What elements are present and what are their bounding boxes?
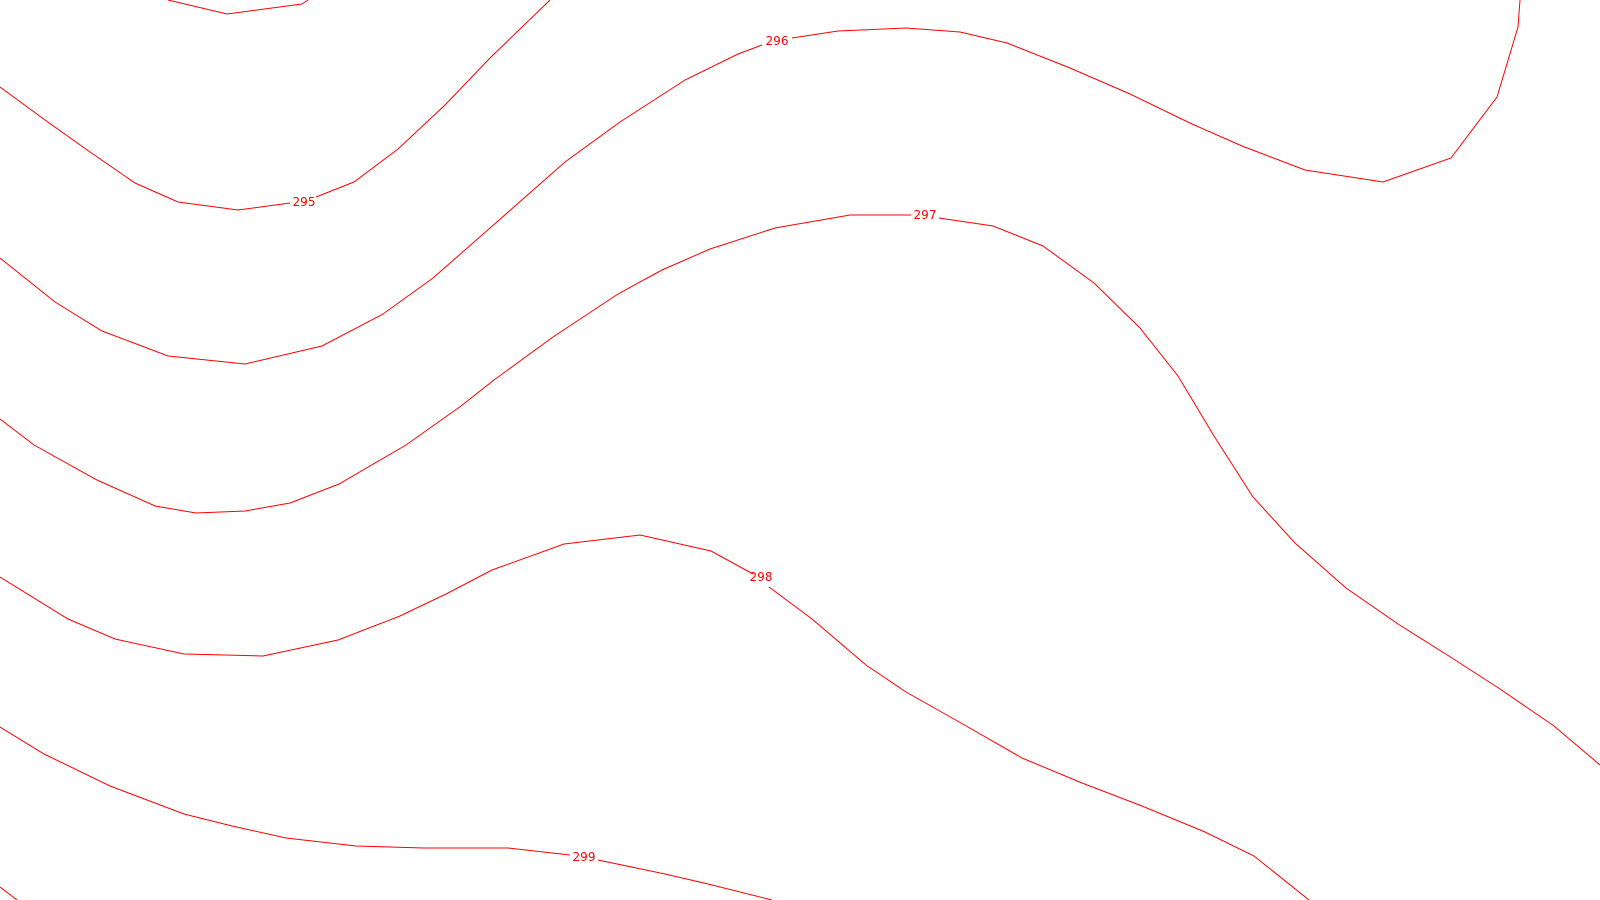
contour-line-297 (0, 214, 911, 514)
contour-line-298 (0, 534, 754, 657)
contour-label-298: 298 (750, 570, 773, 584)
contour-line-297 (938, 217, 1600, 766)
contour-line-295 (315, 0, 551, 198)
contour-line-296 (791, 0, 1521, 183)
contour-line-299 (0, 726, 571, 856)
contour-label-299: 299 (573, 850, 596, 864)
contour-line-fragment-bottom (0, 886, 18, 900)
contour-label-295: 295 (293, 195, 316, 209)
contour-label-296: 296 (766, 34, 789, 48)
contour-line-298 (768, 586, 1310, 900)
contour-label-297: 297 (914, 208, 937, 222)
contour-line-295 (0, 86, 291, 211)
contour-line-296 (0, 44, 763, 365)
contour-line-fragment-top (167, 0, 309, 15)
contour-line-299 (597, 859, 773, 900)
